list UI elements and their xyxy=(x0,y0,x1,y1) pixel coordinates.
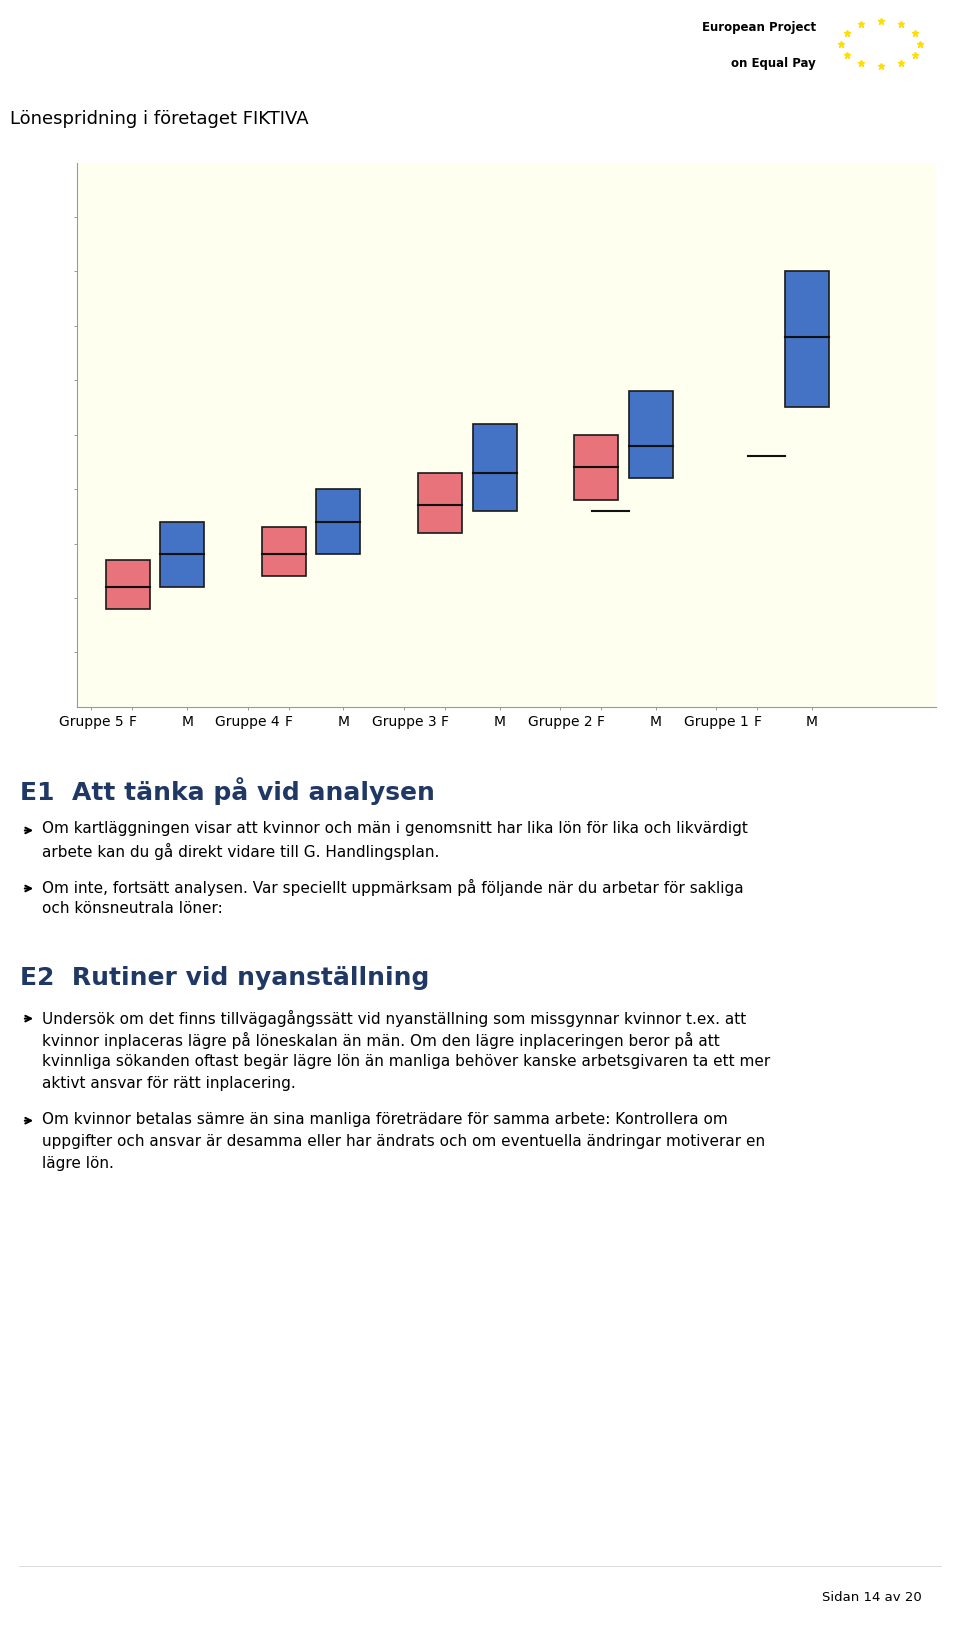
Bar xyxy=(262,526,305,577)
Bar xyxy=(629,392,673,478)
Text: E1  Att tänka på vid analysen: E1 Att tänka på vid analysen xyxy=(20,777,435,806)
Text: uppgifter och ansvar är desamma eller har ändrats och om eventuella ändringar mo: uppgifter och ansvar är desamma eller ha… xyxy=(42,1134,765,1149)
Bar xyxy=(418,473,462,533)
Text: Om kartläggningen visar att kvinnor och män i genomsnitt har lika lön för lika o: Om kartläggningen visar att kvinnor och … xyxy=(42,821,748,837)
Text: arbete kan du gå direkt vidare till G. Handlingsplan.: arbete kan du gå direkt vidare till G. H… xyxy=(42,843,440,861)
Text: E2  Rutiner vid nyanställning: E2 Rutiner vid nyanställning xyxy=(20,965,429,990)
Text: Undersök om det finns tillvägagångssätt vid nyanställning som missgynnar kvinnor: Undersök om det finns tillvägagångssätt … xyxy=(42,1009,746,1027)
Text: kvinnliga sökanden oftast begär lägre lön än manliga behöver kanske arbetsgivare: kvinnliga sökanden oftast begär lägre lö… xyxy=(42,1053,770,1069)
Bar xyxy=(160,522,204,587)
Text: och könsneutrala löner:: och könsneutrala löner: xyxy=(42,902,223,916)
Text: European Project: European Project xyxy=(702,21,816,34)
Text: Om inte, fortsätt analysen. Var speciellt uppmärksam på följande när du arbetar : Om inte, fortsätt analysen. Var speciell… xyxy=(42,879,744,897)
Text: lägre lön.: lägre lön. xyxy=(42,1155,114,1170)
Text: Sidan 14 av 20: Sidan 14 av 20 xyxy=(822,1591,922,1604)
Text: Lönespridning i företaget FIKTIVA: Lönespridning i företaget FIKTIVA xyxy=(10,109,308,128)
Text: aktivt ansvar för rätt inplacering.: aktivt ansvar för rätt inplacering. xyxy=(42,1076,296,1090)
Bar xyxy=(317,489,360,554)
Text: Om kvinnor betalas sämre än sina manliga företrädare för samma arbete: Kontrolle: Om kvinnor betalas sämre än sina manliga… xyxy=(42,1112,728,1126)
Text: kvinnor inplaceras lägre på löneskalan än män. Om den lägre inplaceringen beror : kvinnor inplaceras lägre på löneskalan ä… xyxy=(42,1032,720,1048)
Text: on Equal Pay: on Equal Pay xyxy=(732,57,816,70)
Bar xyxy=(785,271,829,408)
Bar xyxy=(472,424,516,510)
Bar xyxy=(106,561,150,609)
Bar xyxy=(574,436,618,500)
